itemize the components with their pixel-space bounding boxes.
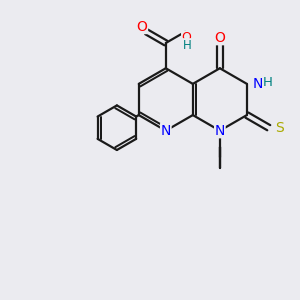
- Text: H: H: [263, 76, 273, 89]
- Text: S: S: [275, 121, 284, 135]
- Text: N: N: [215, 124, 225, 138]
- Text: N: N: [252, 77, 262, 91]
- Text: H: H: [183, 39, 192, 52]
- Text: O: O: [182, 31, 191, 44]
- Text: N: N: [160, 124, 171, 138]
- Text: O: O: [136, 20, 148, 34]
- Text: O: O: [214, 31, 225, 45]
